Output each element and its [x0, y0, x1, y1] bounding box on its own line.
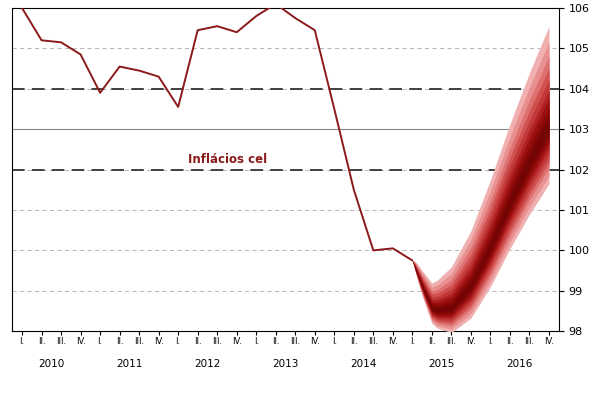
- Text: 2014: 2014: [351, 359, 377, 369]
- Text: 2016: 2016: [507, 359, 533, 369]
- Text: 2011: 2011: [116, 359, 142, 369]
- Text: 2015: 2015: [429, 359, 455, 369]
- Text: 2012: 2012: [194, 359, 220, 369]
- Text: 2013: 2013: [273, 359, 298, 369]
- Text: 2010: 2010: [38, 359, 64, 369]
- Text: Inflácios cel: Inflácios cel: [188, 153, 267, 166]
